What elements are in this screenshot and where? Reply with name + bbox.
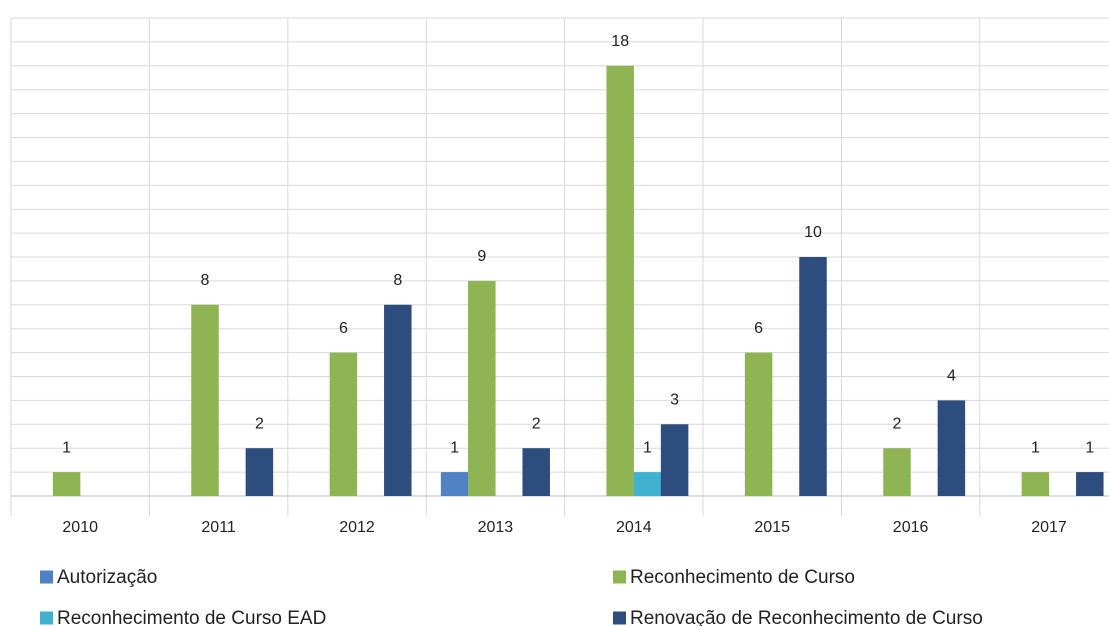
- x-tick-label: 2016: [893, 519, 929, 536]
- data-label: 1: [450, 439, 459, 456]
- legend-label: Renovação de Reconhecimento de Curso: [630, 608, 983, 626]
- data-label: 6: [339, 320, 348, 337]
- x-tick-label: 2012: [339, 519, 375, 536]
- x-tick-label: 2010: [62, 519, 98, 536]
- x-tick-label: 2011: [201, 519, 236, 536]
- bar: [522, 448, 550, 496]
- bar: [245, 448, 274, 496]
- bar: [329, 352, 358, 496]
- bar: [468, 280, 496, 496]
- legend-swatch: [40, 611, 53, 625]
- bar: [1021, 472, 1050, 496]
- legend-label: Autorização: [57, 567, 157, 588]
- data-label: 1: [643, 439, 652, 456]
- data-label: 1: [1085, 439, 1094, 456]
- data-label: 9: [477, 248, 486, 265]
- bar: [191, 304, 219, 496]
- data-label: 8: [393, 272, 402, 289]
- data-label: 2: [532, 415, 541, 432]
- data-label: 6: [754, 320, 763, 337]
- legend: Autorização Reconhecimento de Curso Reconh…: [40, 567, 983, 626]
- data-label: 2: [893, 415, 902, 432]
- data-label: 2: [255, 415, 264, 432]
- bar: [937, 400, 966, 496]
- x-tick-label: 2015: [754, 519, 790, 536]
- data-label: 4: [947, 368, 956, 385]
- legend-swatch: [613, 611, 626, 625]
- data-label: 8: [201, 272, 210, 289]
- bar: [799, 257, 827, 496]
- x-tick-label: 2017: [1031, 519, 1067, 536]
- legend-label: Reconhecimento de Curso: [630, 567, 855, 588]
- data-label: 1: [1031, 439, 1040, 456]
- legend-swatch: [40, 570, 53, 584]
- x-tick-label: 2013: [478, 519, 514, 536]
- bar: [606, 65, 634, 497]
- x-tick-label: 2014: [616, 519, 652, 536]
- bar: [633, 472, 662, 496]
- bar: [883, 448, 911, 496]
- data-label: 3: [670, 392, 679, 409]
- bar: [660, 424, 689, 496]
- bar: [440, 472, 469, 496]
- bar: [384, 304, 412, 496]
- legend-label: Reconhecimento de Curso EAD: [57, 608, 326, 626]
- data-label: 1: [62, 439, 71, 456]
- data-label: 18: [611, 33, 629, 50]
- bar: [1076, 472, 1104, 496]
- data-label: 10: [804, 224, 822, 241]
- legend-swatch: [613, 570, 626, 584]
- bar: [744, 352, 773, 496]
- bar: [52, 472, 81, 496]
